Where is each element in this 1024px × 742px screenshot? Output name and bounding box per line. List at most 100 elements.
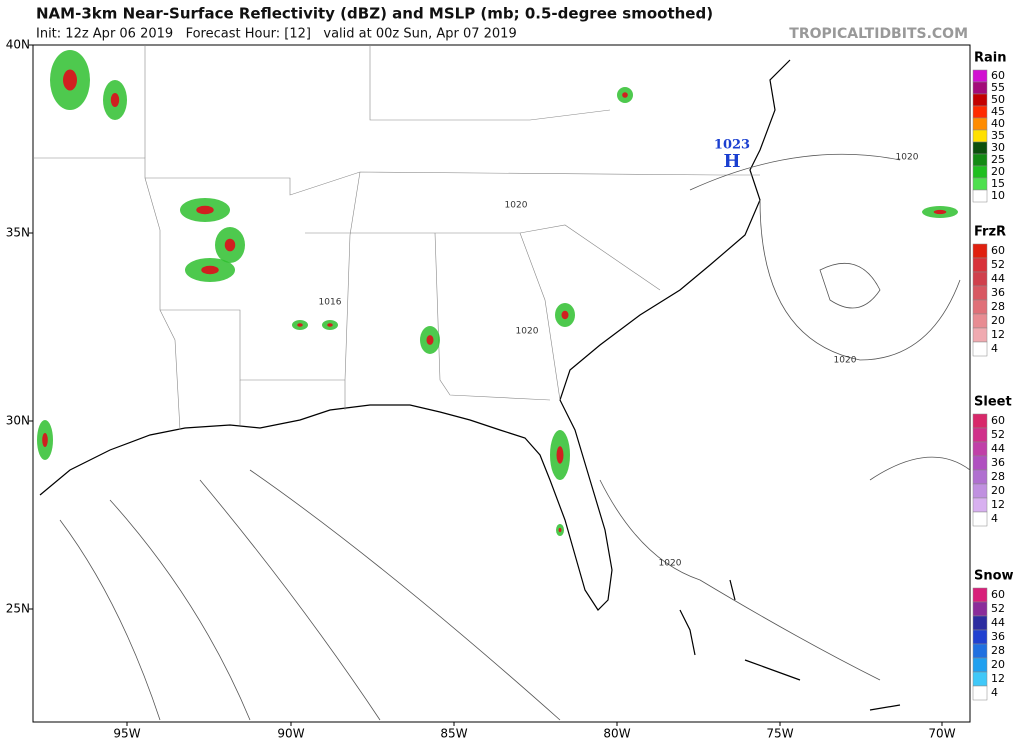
legend-swatch xyxy=(972,271,988,287)
isobar-label: 1016 xyxy=(319,298,342,308)
legend-label: 36 xyxy=(991,630,1005,643)
legend-label: 12 xyxy=(991,498,1005,511)
legend-swatch xyxy=(972,427,988,443)
legend-label: 10 xyxy=(991,189,1005,202)
title: NAM-3km Near-Surface Reflectivity (dBZ) … xyxy=(36,5,713,23)
isobar-label: 1020 xyxy=(505,201,528,211)
legend-swatch xyxy=(972,441,988,457)
legend-swatch xyxy=(972,117,988,131)
legend-swatch xyxy=(972,141,988,155)
precip-core xyxy=(201,265,219,275)
legend-label: 52 xyxy=(991,258,1005,271)
isobar-label: 1020 xyxy=(516,327,539,337)
legend-label: 28 xyxy=(991,300,1005,313)
legend-swatch xyxy=(972,483,988,499)
subtitle: Init: 12z Apr 06 2019 Forecast Hour: [12… xyxy=(36,27,517,42)
legend-label: 55 xyxy=(991,81,1005,94)
legend-label: 20 xyxy=(991,314,1005,327)
lon-label: 70W xyxy=(928,727,955,741)
lon-label: 75W xyxy=(766,727,793,741)
legend-swatch xyxy=(972,455,988,471)
lat-label: 35N xyxy=(6,226,30,240)
legend-swatch xyxy=(972,327,988,343)
lon-label: 90W xyxy=(277,727,304,741)
legend-swatch xyxy=(972,685,988,701)
precip-core xyxy=(63,69,77,91)
precip-core xyxy=(933,209,947,215)
precip-core xyxy=(558,527,562,533)
legend-label: 60 xyxy=(991,244,1005,257)
legend-title: Snow xyxy=(974,569,1014,584)
legend-label: 50 xyxy=(991,93,1005,106)
precip-core xyxy=(426,335,434,345)
legend-swatch xyxy=(972,299,988,315)
legend-label: 60 xyxy=(991,588,1005,601)
legend-label: 60 xyxy=(991,414,1005,427)
legend-swatch xyxy=(972,129,988,143)
legend-label: 52 xyxy=(991,428,1005,441)
legend-swatch xyxy=(972,469,988,485)
legend-swatch xyxy=(972,153,988,167)
lat-label: 30N xyxy=(6,414,30,428)
isobar-label: 1020 xyxy=(659,559,682,569)
legend-swatch xyxy=(972,341,988,357)
precip-core xyxy=(224,238,236,252)
state-borders xyxy=(33,45,760,431)
lat-label: 40N xyxy=(6,38,30,52)
legend-label: 20 xyxy=(991,658,1005,671)
legend-swatch xyxy=(972,165,988,179)
lon-label: 85W xyxy=(440,727,467,741)
legend-label: 44 xyxy=(991,442,1005,455)
legend-swatch xyxy=(972,105,988,119)
legend-label: 4 xyxy=(991,686,998,699)
legend-swatch xyxy=(972,413,988,429)
lon-label: 80W xyxy=(603,727,630,741)
watermark: TROPICALTIDBITS.COM xyxy=(789,26,968,42)
precip-core xyxy=(556,446,564,464)
legend-swatch xyxy=(972,243,988,259)
legend-label: 44 xyxy=(991,272,1005,285)
legend-label: 36 xyxy=(991,456,1005,469)
lon-label: 95W xyxy=(113,727,140,741)
legend-swatch xyxy=(972,93,988,107)
legend-label: 44 xyxy=(991,616,1005,629)
precip-core xyxy=(42,433,48,447)
legend-label: 36 xyxy=(991,286,1005,299)
legend-label: 12 xyxy=(991,672,1005,685)
legend-swatch xyxy=(972,81,988,95)
legend-label: 20 xyxy=(991,484,1005,497)
lat-label: 25N xyxy=(6,602,30,616)
coastline xyxy=(39,59,901,711)
legend-swatch xyxy=(972,497,988,513)
legend-swatch xyxy=(972,671,988,687)
precip-core xyxy=(110,93,120,107)
legend-swatch xyxy=(972,643,988,659)
legend-swatch xyxy=(972,69,988,83)
precip-core xyxy=(327,323,333,327)
isobar-label: 1020 xyxy=(896,153,919,163)
legend-swatch xyxy=(972,657,988,673)
legend-label: 40 xyxy=(991,117,1005,130)
legend-label: 15 xyxy=(991,177,1005,190)
legend-swatch xyxy=(972,177,988,191)
precip-core xyxy=(561,310,569,320)
legend-label: 25 xyxy=(991,153,1005,166)
legend-label: 45 xyxy=(991,105,1005,118)
legend-label: 28 xyxy=(991,644,1005,657)
legend-swatch xyxy=(972,257,988,273)
legend-label: 4 xyxy=(991,342,998,355)
isobars xyxy=(59,153,971,721)
high-pressure-symbol: H xyxy=(723,151,740,172)
legend-swatch xyxy=(972,511,988,527)
precip-core xyxy=(196,205,214,215)
precip-core xyxy=(622,92,628,98)
legend-swatch xyxy=(972,601,988,617)
legend-title: Sleet xyxy=(974,395,1012,410)
precipitation xyxy=(37,50,958,536)
legend-swatch xyxy=(972,587,988,603)
legend-label: 20 xyxy=(991,165,1005,178)
precip-core xyxy=(297,323,303,327)
legend-label: 60 xyxy=(991,69,1005,82)
